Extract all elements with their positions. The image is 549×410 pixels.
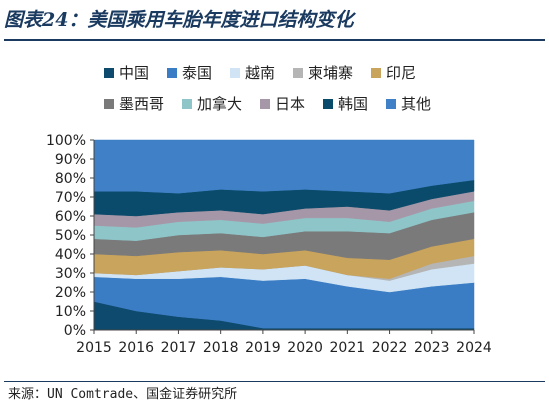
x-tick-label: 2020 (287, 340, 323, 356)
legend-label: 中国 (119, 64, 149, 82)
y-tick-label: 40% (55, 247, 86, 263)
legend-item: 日本 (260, 95, 305, 113)
legend-item: 印尼 (371, 64, 416, 82)
x-tick-label: 2019 (245, 340, 281, 356)
title-divider (4, 39, 545, 41)
y-tick-label: 60% (55, 209, 86, 225)
y-tick-label: 30% (55, 266, 86, 282)
source-divider (4, 381, 545, 382)
chart-title: 图表24：美国乘用车胎年度进口结构变化 (4, 9, 354, 31)
x-tick-label: 2024 (456, 340, 492, 356)
x-tick-label: 2015 (76, 340, 112, 356)
legend-swatch (104, 68, 114, 78)
y-tick-label: 10% (55, 304, 86, 320)
legend-swatch (182, 99, 192, 109)
legend-swatch (230, 68, 240, 78)
legend-label: 其他 (401, 95, 431, 113)
legend-item: 中国 (104, 64, 149, 82)
legend-item: 其他 (386, 95, 431, 113)
source-note: 来源：UN Comtrade、国金证券研究所 (8, 387, 238, 402)
legend-swatch (167, 68, 177, 78)
y-tick-label: 100% (46, 133, 86, 149)
legend-label: 韩国 (338, 95, 368, 113)
legend-label: 泰国 (182, 64, 212, 82)
legend-label: 越南 (245, 64, 275, 82)
area-series (93, 139, 475, 194)
legend-label: 加拿大 (197, 95, 242, 113)
x-tick-label: 2018 (203, 340, 239, 356)
x-tick-label: 2017 (161, 340, 197, 356)
legend-item: 韩国 (323, 95, 368, 113)
y-tick-label: 90% (55, 152, 86, 168)
legend-swatch (104, 99, 114, 109)
legend-swatch (323, 99, 333, 109)
y-tick-label: 50% (55, 228, 86, 244)
legend-item: 越南 (230, 64, 275, 82)
legend-item: 加拿大 (182, 95, 242, 113)
y-tick-label: 0% (64, 323, 86, 339)
x-tick-label: 2023 (414, 340, 450, 356)
y-tick-label: 70% (55, 190, 86, 206)
legend-label: 日本 (275, 95, 305, 113)
legend-swatch (293, 68, 303, 78)
y-tick-label: 80% (55, 171, 86, 187)
x-tick-label: 2021 (330, 340, 366, 356)
legend-item: 柬埔寨 (293, 64, 353, 82)
x-tick-label: 2016 (118, 340, 154, 356)
legend-swatch (386, 99, 396, 109)
area-layers (93, 139, 475, 331)
legend-label: 印尼 (386, 64, 416, 82)
x-tick-label: 2022 (372, 340, 408, 356)
legend-label: 柬埔寨 (308, 64, 353, 82)
y-tick-label: 20% (55, 285, 86, 301)
legend-swatch (260, 99, 270, 109)
legend-swatch (371, 68, 381, 78)
legend-item: 泰国 (167, 64, 212, 82)
legend-label: 墨西哥 (119, 95, 164, 113)
legend-item: 墨西哥 (104, 95, 164, 113)
